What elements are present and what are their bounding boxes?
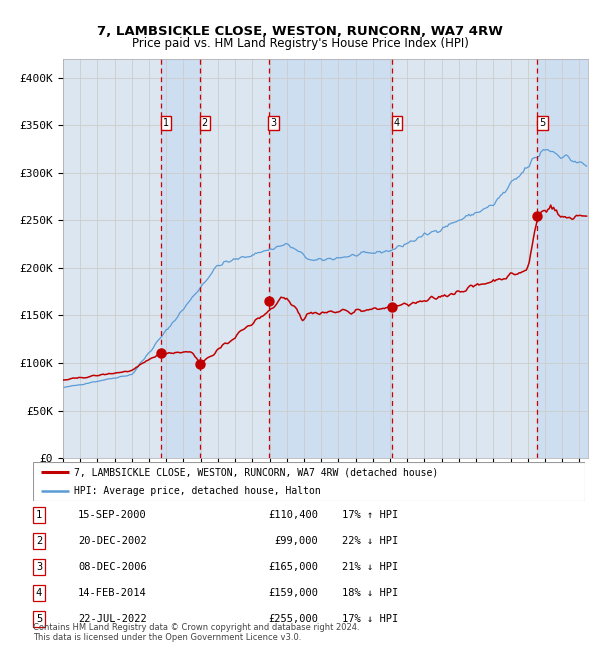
Text: 5: 5 <box>36 614 42 624</box>
Text: 21% ↓ HPI: 21% ↓ HPI <box>342 562 398 572</box>
Text: 22-JUL-2022: 22-JUL-2022 <box>78 614 147 624</box>
Text: £159,000: £159,000 <box>268 588 318 598</box>
Text: 15-SEP-2000: 15-SEP-2000 <box>78 510 147 520</box>
Bar <box>269 58 392 458</box>
Text: 17% ↑ HPI: 17% ↑ HPI <box>342 510 398 520</box>
Text: HPI: Average price, detached house, Halton: HPI: Average price, detached house, Halt… <box>74 486 321 496</box>
Bar <box>538 58 588 458</box>
Text: Contains HM Land Registry data © Crown copyright and database right 2024.
This d: Contains HM Land Registry data © Crown c… <box>33 623 359 642</box>
Text: 22% ↓ HPI: 22% ↓ HPI <box>342 536 398 546</box>
Text: 7, LAMBSICKLE CLOSE, WESTON, RUNCORN, WA7 4RW: 7, LAMBSICKLE CLOSE, WESTON, RUNCORN, WA… <box>97 25 503 38</box>
Bar <box>392 58 538 458</box>
Text: 2: 2 <box>202 118 208 128</box>
Text: 2: 2 <box>36 536 42 546</box>
Text: 18% ↓ HPI: 18% ↓ HPI <box>342 588 398 598</box>
Bar <box>161 58 200 458</box>
Text: 5: 5 <box>539 118 545 128</box>
FancyBboxPatch shape <box>33 462 585 501</box>
Text: 4: 4 <box>394 118 400 128</box>
Text: 14-FEB-2014: 14-FEB-2014 <box>78 588 147 598</box>
Text: Price paid vs. HM Land Registry's House Price Index (HPI): Price paid vs. HM Land Registry's House … <box>131 37 469 50</box>
Text: £255,000: £255,000 <box>268 614 318 624</box>
Text: 3: 3 <box>36 562 42 572</box>
Text: 7, LAMBSICKLE CLOSE, WESTON, RUNCORN, WA7 4RW (detached house): 7, LAMBSICKLE CLOSE, WESTON, RUNCORN, WA… <box>74 467 439 477</box>
Text: 20-DEC-2002: 20-DEC-2002 <box>78 536 147 546</box>
Text: 1: 1 <box>163 118 169 128</box>
Bar <box>200 58 269 458</box>
Text: 1: 1 <box>36 510 42 520</box>
Text: £110,400: £110,400 <box>268 510 318 520</box>
Text: 4: 4 <box>36 588 42 598</box>
Text: 17% ↓ HPI: 17% ↓ HPI <box>342 614 398 624</box>
Bar <box>63 58 161 458</box>
Text: £165,000: £165,000 <box>268 562 318 572</box>
Text: 08-DEC-2006: 08-DEC-2006 <box>78 562 147 572</box>
Text: 3: 3 <box>270 118 277 128</box>
Text: £99,000: £99,000 <box>274 536 318 546</box>
